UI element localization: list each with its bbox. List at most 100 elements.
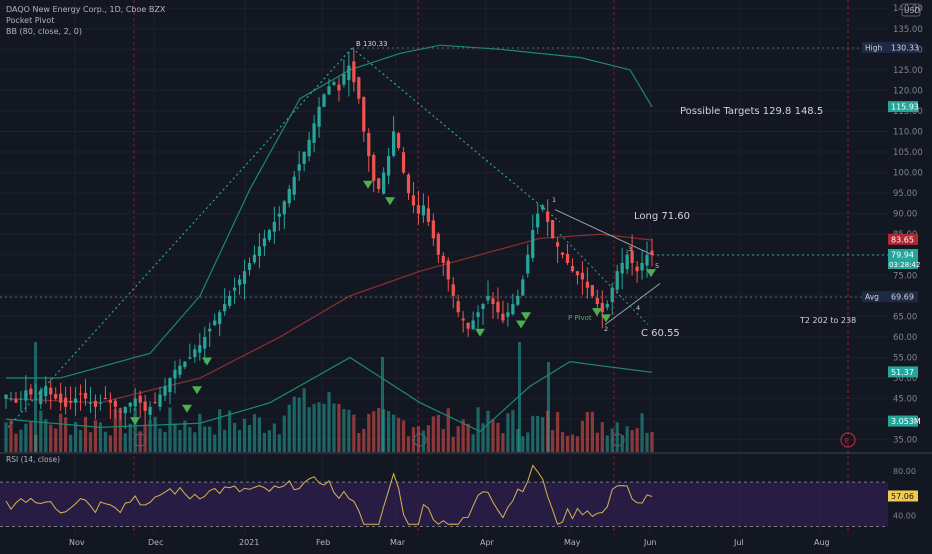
volume-bar [531, 415, 535, 452]
price-tag[interactable] [888, 291, 918, 303]
annotation-possible-targets: Possible Targets 129.8 148.5 [680, 106, 823, 117]
candle-body [347, 65, 351, 81]
candle-body [133, 398, 137, 407]
candle-body [541, 205, 545, 210]
candle-body [352, 61, 356, 83]
price-tag-value: 115.93 [891, 103, 919, 112]
price-tag-label: High [865, 43, 882, 52]
wedge-lower[interactable] [604, 283, 661, 326]
price-tag[interactable] [888, 41, 918, 53]
bb-lower-band[interactable] [5, 356, 653, 433]
indicator-legend-pocket-pivot[interactable]: Pocket Pivot [6, 16, 55, 25]
volume-bar [242, 418, 247, 452]
y-tick-label: 95.00 [893, 189, 917, 199]
candle-body [14, 398, 18, 403]
y-tick-label: 65.00 [893, 312, 917, 322]
volume-bar [441, 428, 445, 452]
volume-bar [307, 407, 311, 452]
y-tick-label: 120.00 [893, 86, 923, 96]
x-axis-label: 2021 [239, 538, 259, 547]
candle-body [590, 285, 594, 296]
volume-bar [332, 403, 336, 452]
bb-basis-line[interactable] [5, 233, 653, 404]
price-tag[interactable] [888, 101, 918, 113]
annotation-long: Long 71.60 [634, 211, 690, 222]
price-tag[interactable] [888, 249, 918, 270]
pocket-pivot-marker [385, 197, 395, 206]
volume-bar [138, 431, 142, 452]
volume-bar [113, 408, 117, 452]
volume-bar [526, 432, 530, 452]
volume-bar [44, 419, 48, 452]
rsi-value-tag[interactable] [888, 490, 918, 502]
volume-bar [481, 423, 485, 452]
candle-body [372, 154, 376, 181]
x-axis-label: Jun [643, 538, 657, 547]
candle-body [88, 402, 93, 404]
candle-body [441, 255, 445, 263]
candle-body [312, 123, 316, 143]
earnings-marker-upcoming[interactable] [840, 432, 856, 448]
y-tick-label: 60.00 [893, 333, 917, 343]
candle-body [501, 313, 505, 321]
trendline-a-b[interactable] [7, 47, 353, 428]
pocket-pivot-marker [516, 320, 526, 329]
volume-bar [173, 423, 177, 452]
candle-body [272, 221, 276, 232]
volume-bar [312, 403, 316, 452]
volume-bar [49, 424, 53, 452]
pocket-pivot-marker [475, 328, 485, 337]
annotation-p-pivot: P Pivot [568, 314, 592, 322]
candle-body [307, 139, 311, 157]
volume-bar [560, 431, 565, 452]
candle-body [357, 77, 361, 99]
candle-body [436, 233, 440, 255]
volume-bar [317, 402, 321, 452]
volume-bar [168, 407, 172, 452]
candle-body [29, 388, 33, 395]
volume-bar [237, 429, 242, 452]
candle-body [411, 195, 416, 206]
price-tag[interactable] [888, 366, 918, 378]
candle-body [327, 86, 331, 95]
wave-label-5: 5 [655, 262, 659, 270]
x-axis-label: Apr [480, 538, 495, 547]
currency-box[interactable] [901, 3, 921, 17]
volume-bar [9, 420, 13, 452]
wedge-upper[interactable] [554, 209, 653, 256]
candle-body [580, 272, 585, 280]
candle-body [113, 400, 117, 407]
annotation-t2: T2 202 to 238 [799, 316, 856, 325]
wedge-dotted[interactable] [559, 233, 649, 325]
trendline-b-c[interactable] [351, 47, 561, 223]
candle-body [24, 390, 28, 401]
rsi-line[interactable] [5, 464, 653, 525]
volume-bar [401, 420, 406, 452]
candle-body [59, 393, 63, 403]
volume-bar [396, 417, 401, 452]
volume-bar [496, 422, 500, 452]
volume-bar [347, 409, 351, 452]
price-tag[interactable] [888, 415, 918, 427]
price-tag-label-bg [862, 41, 888, 53]
price-tag[interactable] [888, 233, 918, 245]
price-pane[interactable] [0, 0, 932, 452]
volume-bar [565, 435, 570, 452]
volume-bar [327, 391, 331, 452]
volume-bar [491, 419, 495, 452]
candle-body [242, 271, 247, 284]
candle-body [73, 398, 78, 403]
volume-bar [551, 430, 555, 452]
volume-bar [118, 407, 122, 452]
candle-body [446, 260, 450, 280]
volume-bar [436, 414, 440, 452]
symbol-legend[interactable]: DAQO New Energy Corp., 1D, Cboe BZX [6, 5, 166, 14]
candle-body [68, 401, 73, 403]
volume-bar [536, 416, 540, 452]
volume-bar [302, 388, 306, 452]
indicator-legend-bb[interactable]: BB (80, close, 2, 0) [6, 27, 82, 36]
candle-body [153, 401, 157, 403]
candle-body [496, 301, 500, 313]
candle-body [78, 393, 83, 395]
